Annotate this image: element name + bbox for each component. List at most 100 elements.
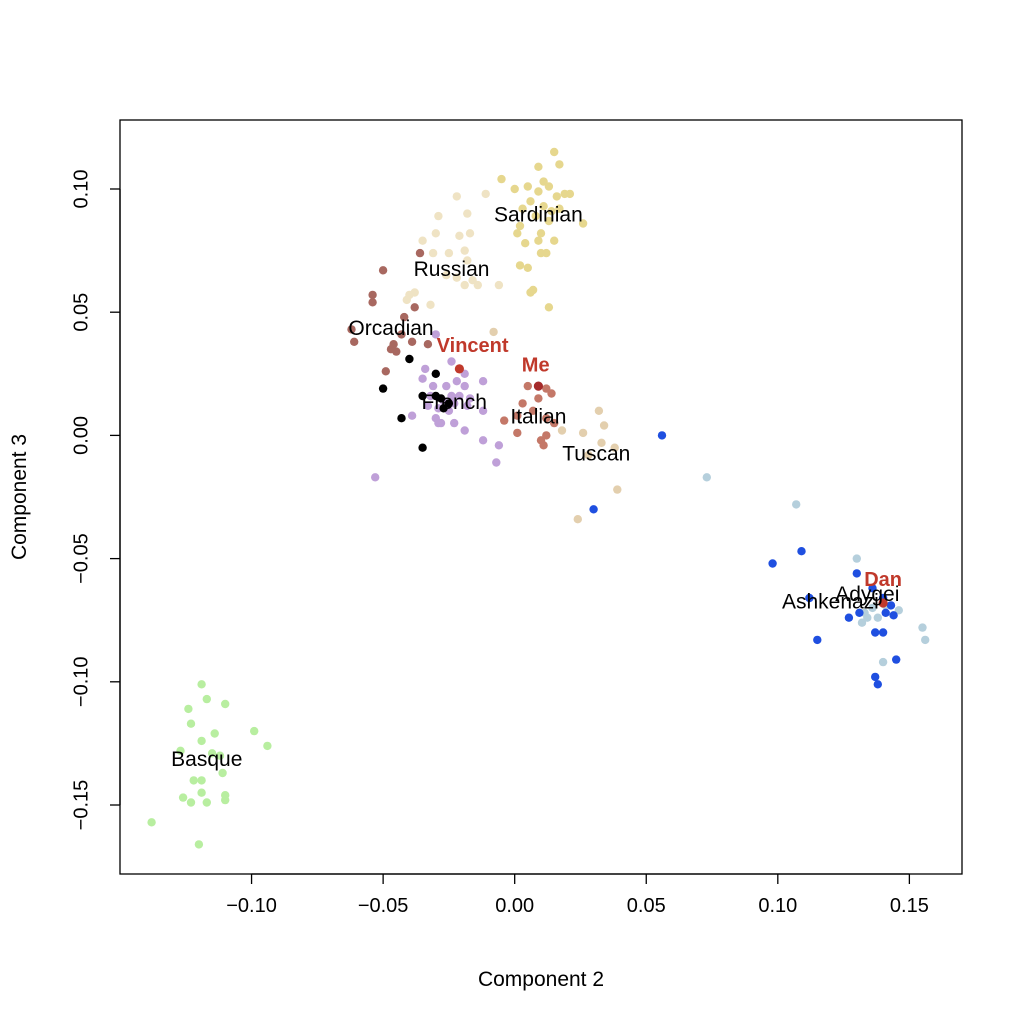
point-russian-3 bbox=[434, 211, 443, 221]
point-orcadian-1 bbox=[415, 248, 425, 258]
point-orcadian-14 bbox=[423, 340, 433, 349]
point-basque-22 bbox=[194, 840, 204, 849]
point-ashkenazi-9 bbox=[855, 608, 864, 617]
point-tuscan-7 bbox=[584, 450, 593, 460]
point-basque-17 bbox=[178, 793, 188, 802]
point-sardinian-14 bbox=[518, 204, 527, 213]
point-french-1 bbox=[447, 357, 456, 366]
point-french-8 bbox=[428, 381, 438, 391]
point-french-9 bbox=[442, 381, 451, 391]
point-adygei-3 bbox=[894, 606, 903, 615]
point-orcadian-7 bbox=[397, 330, 406, 339]
y-axis-title: Component 3 bbox=[8, 434, 31, 560]
point-italian-9 bbox=[500, 416, 509, 425]
point-russian-20 bbox=[410, 288, 419, 297]
point-sardinian-24 bbox=[521, 239, 530, 248]
point-sardinian-5 bbox=[523, 182, 532, 191]
point-ashkenazi-17 bbox=[871, 672, 880, 682]
point-french-6 bbox=[452, 377, 461, 386]
point-highlight-me bbox=[533, 381, 544, 391]
point-individuals-8 bbox=[397, 414, 406, 423]
point-tuscan-3 bbox=[557, 426, 567, 435]
point-basque-11 bbox=[215, 751, 225, 760]
y-tick-label-4: 0.05 bbox=[70, 293, 92, 332]
point-adygei-0 bbox=[702, 473, 711, 482]
point-sardinian-18 bbox=[544, 216, 554, 226]
point-russian-12 bbox=[442, 271, 451, 280]
point-sardinian-15 bbox=[547, 207, 556, 216]
point-individuals-7 bbox=[444, 399, 454, 408]
point-russian-2 bbox=[463, 209, 472, 218]
series-adygei bbox=[702, 473, 930, 667]
point-russian-17 bbox=[494, 280, 504, 290]
point-ashkenazi-10 bbox=[844, 613, 854, 622]
point-russian-19 bbox=[426, 300, 435, 309]
point-french-31 bbox=[371, 473, 380, 482]
point-ashkenazi-4 bbox=[852, 569, 861, 578]
x-axis: −0.10 −0.05 0.00 0.05 0.10 0.15 bbox=[226, 873, 929, 917]
point-adygei-12 bbox=[863, 613, 872, 622]
point-italian-7 bbox=[513, 411, 522, 420]
point-basque-9 bbox=[176, 746, 185, 755]
point-individuals-2 bbox=[431, 369, 440, 378]
point-italian-4 bbox=[534, 394, 543, 403]
point-basque-8 bbox=[263, 741, 272, 751]
point-russian-8 bbox=[460, 246, 469, 255]
point-sardinian-19 bbox=[578, 219, 588, 228]
point-adygei-10 bbox=[921, 635, 930, 645]
label-basque: Basque bbox=[171, 748, 242, 771]
point-sardinian-20 bbox=[515, 221, 525, 231]
point-french-13 bbox=[455, 391, 464, 401]
point-basque-19 bbox=[202, 798, 211, 807]
point-basque-2 bbox=[221, 699, 230, 709]
series-tuscan bbox=[489, 327, 622, 524]
point-sardinian-4 bbox=[539, 177, 548, 186]
point-basque-21 bbox=[147, 818, 156, 827]
point-sardinian-25 bbox=[534, 236, 543, 245]
point-individuals-5 bbox=[436, 394, 446, 403]
point-french-0 bbox=[431, 330, 440, 339]
point-sardinian-7 bbox=[510, 184, 519, 194]
point-tuscan-5 bbox=[597, 438, 606, 447]
x-tick-label-3: 0.05 bbox=[627, 895, 666, 917]
point-ashkenazi-11 bbox=[881, 608, 890, 617]
label-tuscan: Tuscan bbox=[562, 443, 630, 466]
label-sardinian: Sardinian bbox=[494, 204, 583, 227]
x-axis-title: Component 2 bbox=[478, 968, 604, 991]
y-tick-label-5: 0.10 bbox=[70, 170, 92, 209]
highlight-label-me: Me bbox=[522, 355, 550, 377]
point-orcadian-4 bbox=[410, 303, 419, 312]
point-italian-6 bbox=[528, 406, 538, 415]
point-individuals-0 bbox=[405, 354, 414, 364]
point-basque-7 bbox=[197, 736, 206, 746]
point-russian-0 bbox=[452, 192, 461, 201]
point-basque-1 bbox=[202, 694, 211, 704]
point-basque-3 bbox=[184, 704, 193, 714]
point-italian-1 bbox=[523, 381, 532, 391]
point-sardinian-1 bbox=[534, 162, 543, 171]
point-sardinian-6 bbox=[544, 182, 554, 191]
point-orcadian-12 bbox=[381, 367, 390, 376]
x-tick-label-4: 0.10 bbox=[758, 895, 797, 917]
x-tick-label-0: −0.10 bbox=[226, 895, 277, 917]
point-french-27 bbox=[460, 426, 469, 435]
point-french-26 bbox=[434, 418, 443, 428]
point-ashkenazi-13 bbox=[871, 628, 880, 637]
point-french-10 bbox=[460, 381, 469, 391]
point-russian-6 bbox=[431, 229, 440, 238]
point-french-7 bbox=[418, 374, 427, 383]
point-italian-10 bbox=[550, 418, 559, 428]
point-sardinian-31 bbox=[528, 285, 538, 295]
y-tick-label-3: 0.00 bbox=[70, 416, 92, 455]
point-french-25 bbox=[450, 418, 459, 428]
point-sardinian-2 bbox=[555, 160, 564, 169]
point-sardinian-10 bbox=[552, 192, 561, 201]
point-individuals-1 bbox=[378, 384, 388, 393]
y-tick-label-2: −0.05 bbox=[70, 533, 92, 584]
point-ashkenazi-2 bbox=[797, 547, 806, 556]
series-orcadian bbox=[347, 248, 433, 376]
point-basque-20 bbox=[221, 795, 230, 805]
point-french-22 bbox=[407, 411, 417, 420]
point-sardinian-12 bbox=[526, 197, 535, 206]
label-orcadian: Orcadian bbox=[348, 317, 433, 340]
